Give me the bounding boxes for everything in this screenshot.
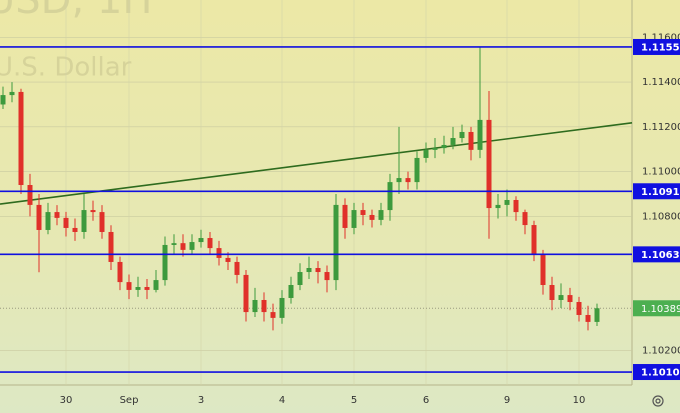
x-tick-label: 9 [504, 395, 510, 406]
settings-icon[interactable] [652, 395, 664, 407]
candle-body [216, 248, 222, 258]
candle-body [117, 261, 123, 283]
candle-body [549, 285, 555, 300]
candle-body [162, 244, 168, 281]
last-price-box [633, 300, 680, 317]
candle-body [81, 210, 87, 232]
candle-body [72, 227, 78, 232]
candle-body [459, 131, 465, 139]
candle-body [522, 212, 528, 226]
candle-body [108, 231, 114, 262]
y-tick-label: 1.10200 [642, 346, 680, 357]
candle-body [261, 299, 267, 313]
level-label: 1.10630 [641, 250, 680, 261]
candle-body [234, 261, 240, 275]
candle-body [351, 210, 357, 228]
candle-body [99, 212, 105, 232]
candle-body [387, 182, 393, 211]
candle-body [396, 178, 402, 183]
level-label-box [633, 246, 680, 263]
candle-body [324, 272, 330, 281]
y-tick-label: 1.11200 [642, 122, 680, 133]
level-label-box [633, 364, 680, 381]
candle-body [486, 119, 492, 209]
candle-body [567, 295, 573, 303]
level-label: 1.10104 [641, 368, 680, 379]
candle-body [297, 272, 303, 286]
candle-body [144, 287, 150, 290]
candle-body [189, 242, 195, 250]
candle-body [9, 91, 15, 96]
candle-body [36, 204, 42, 230]
candle-body [513, 199, 519, 213]
x-tick-label: Sep [120, 395, 139, 406]
level-label: 1.10912 [641, 187, 680, 198]
level-label-box [633, 38, 680, 55]
candle-body [279, 297, 285, 318]
x-tick-label: 30 [60, 395, 73, 406]
candle-body [90, 210, 96, 213]
candle-body [315, 268, 321, 273]
candle-body [180, 243, 186, 250]
candle-body [243, 274, 249, 313]
candle-body [171, 243, 177, 245]
level-label-box [633, 183, 680, 200]
candle-body [225, 257, 231, 262]
candle-body [504, 199, 510, 205]
candle-body [333, 204, 339, 281]
candle-body [342, 204, 348, 228]
candle-body [369, 214, 375, 220]
candle-body [198, 238, 204, 243]
candle-body [135, 287, 141, 290]
candle-body [27, 185, 33, 205]
candle-body [63, 217, 69, 228]
candle-body [432, 148, 438, 150]
candle-body [45, 212, 51, 230]
level-label: 1.11557 [641, 42, 680, 53]
candle-body [531, 225, 537, 256]
candle-body [423, 149, 429, 158]
candle-body [477, 119, 483, 150]
x-tick-label: 4 [279, 395, 285, 406]
candle-body [468, 131, 474, 150]
candle-body [54, 212, 60, 218]
candle-body [270, 312, 276, 318]
candle-body [441, 144, 447, 149]
y-tick-label: 1.11000 [642, 167, 680, 178]
candle-body [126, 282, 132, 290]
candle-body [558, 295, 564, 300]
candle-body [306, 268, 312, 273]
candle-body [576, 302, 582, 315]
y-tick-label: 1.11600 [642, 32, 680, 43]
candle-body [0, 95, 6, 105]
candle-body [252, 299, 258, 313]
candle-body [414, 157, 420, 183]
candle-body [18, 91, 24, 186]
candle-body [405, 178, 411, 183]
candle-body [153, 280, 159, 290]
candle-body [378, 210, 384, 220]
candle-body [495, 204, 501, 209]
x-tick-label: 10 [573, 395, 586, 406]
candle-body [360, 210, 366, 215]
candle-body [585, 314, 591, 322]
watermark-title: USD, 1H [0, 0, 152, 23]
candle-body [540, 255, 546, 286]
y-tick-label: 1.10800 [642, 211, 680, 222]
candle-body [207, 238, 213, 249]
candle-body [450, 138, 456, 145]
candle-body [288, 285, 294, 298]
x-tick-label: 3 [198, 395, 204, 406]
x-tick-label: 6 [423, 395, 429, 406]
candle-body [594, 308, 600, 322]
x-tick-label: 5 [351, 395, 357, 406]
y-tick-label: 1.11400 [642, 77, 680, 88]
last-price-label: 1.10389 [641, 304, 680, 315]
